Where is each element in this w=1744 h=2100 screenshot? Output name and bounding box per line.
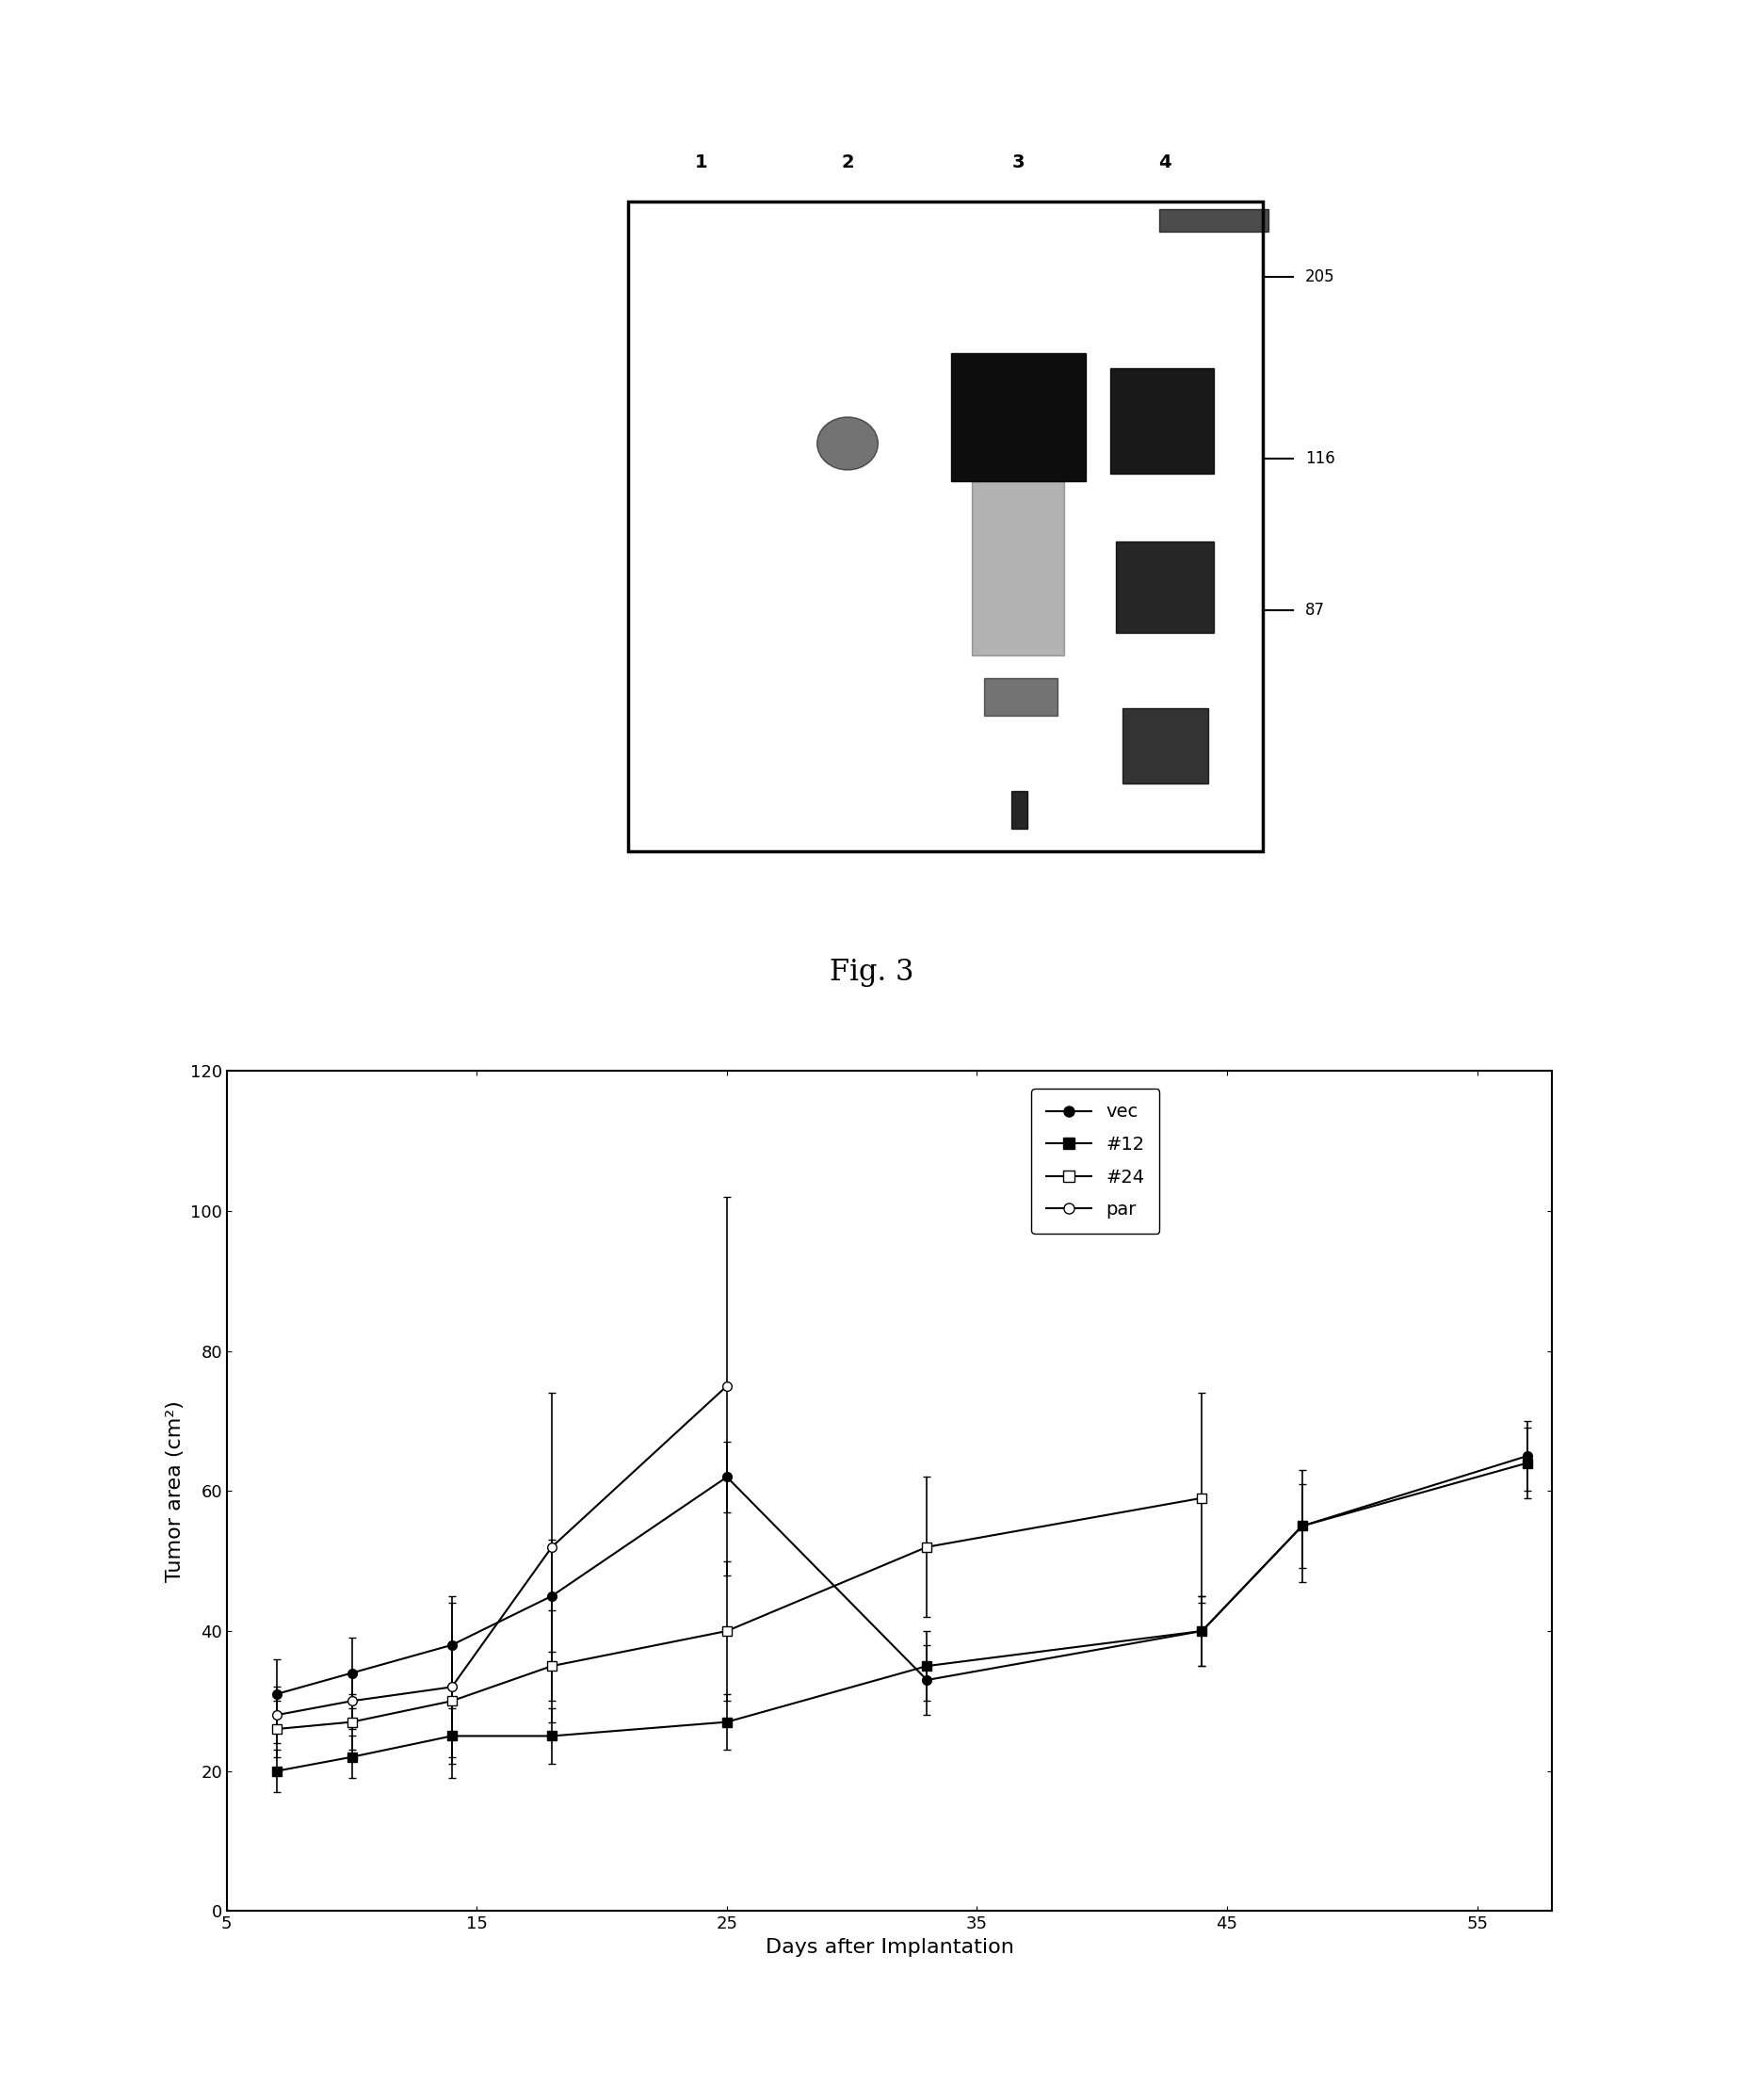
Text: 3: 3 bbox=[1012, 153, 1025, 172]
Text: 116: 116 bbox=[1305, 449, 1336, 466]
Bar bbox=[971, 481, 1064, 655]
Bar bbox=[952, 353, 1085, 481]
Bar bbox=[628, 202, 1263, 853]
X-axis label: Days after Implantation: Days after Implantation bbox=[766, 1938, 1013, 1957]
Bar bbox=[984, 678, 1057, 716]
Text: 87: 87 bbox=[1305, 601, 1325, 617]
Y-axis label: Tumor area (cm²): Tumor area (cm²) bbox=[166, 1401, 185, 1581]
Bar bbox=[1116, 542, 1214, 632]
Text: 1: 1 bbox=[694, 153, 708, 172]
Bar bbox=[1012, 792, 1027, 830]
Text: 2: 2 bbox=[841, 153, 855, 172]
Bar bbox=[1111, 368, 1214, 475]
Legend: vec, #12, #24, par: vec, #12, #24, par bbox=[1031, 1088, 1160, 1233]
Bar bbox=[1123, 708, 1207, 783]
Text: 4: 4 bbox=[1158, 153, 1172, 172]
Bar bbox=[1160, 210, 1270, 231]
Text: 205: 205 bbox=[1305, 269, 1336, 286]
Text: Fig. 3: Fig. 3 bbox=[830, 958, 914, 987]
Ellipse shape bbox=[818, 418, 879, 470]
